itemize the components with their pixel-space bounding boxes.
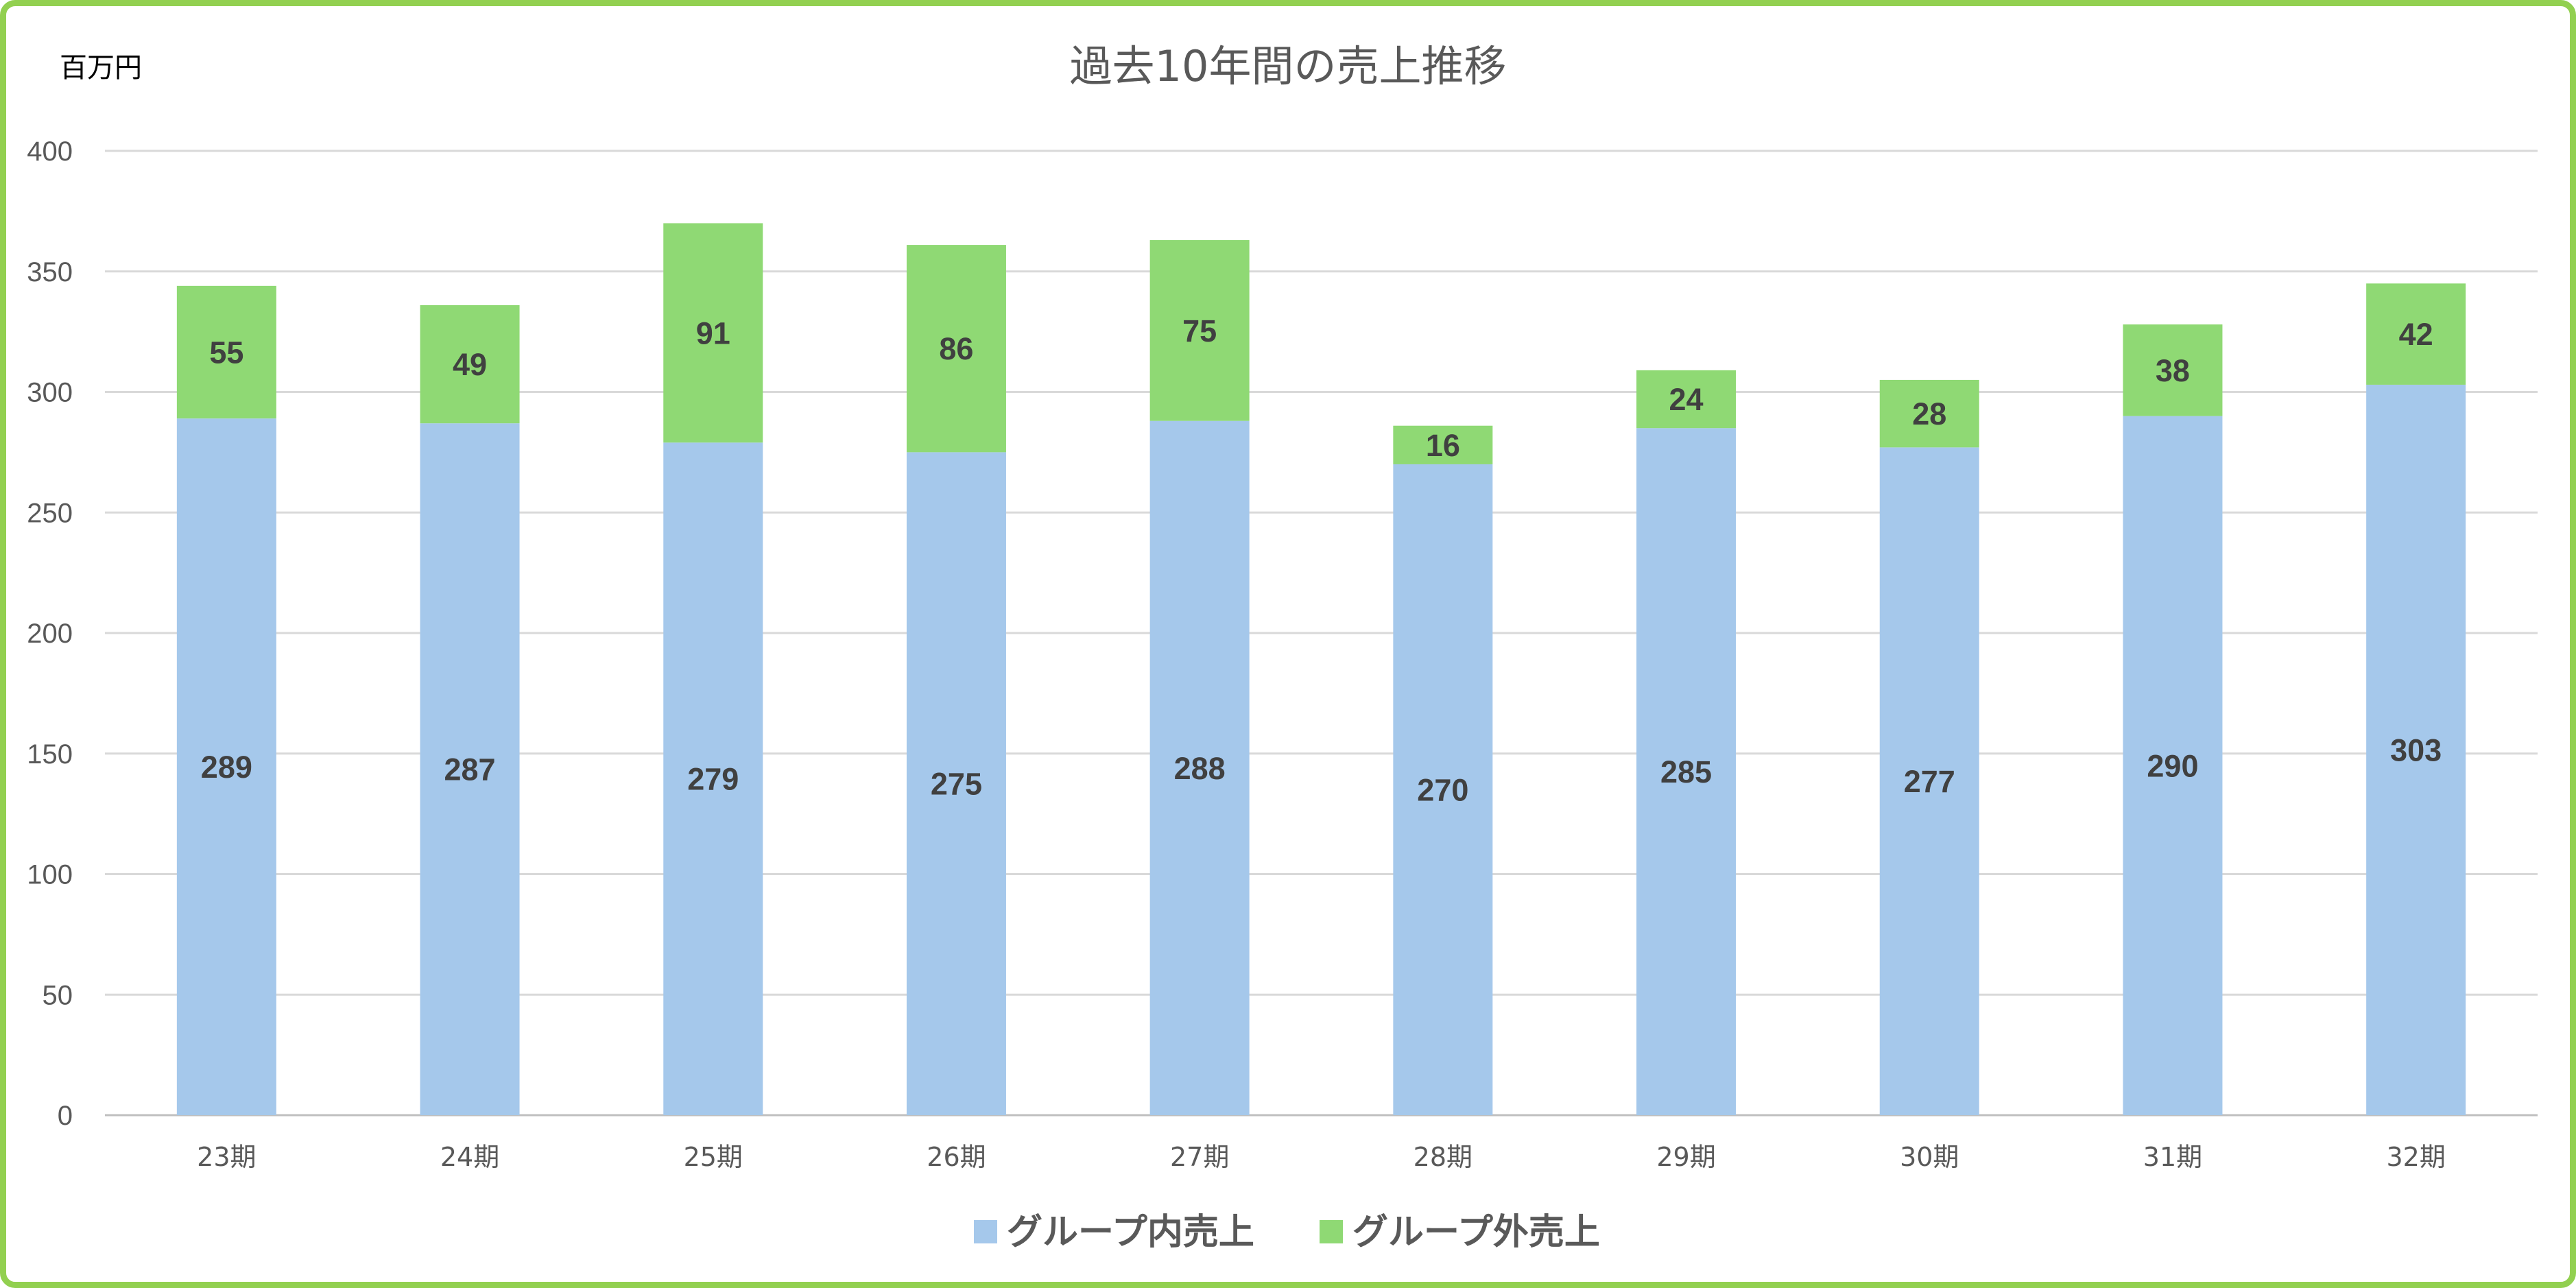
- data-label: 42: [2399, 317, 2433, 352]
- bars: 289 55 287 49 279 91 275 86 288 75 270 16 285 24 277 28…: [176, 223, 2466, 1115]
- x-tick-label: 32期: [2386, 1142, 2445, 1172]
- legend-label: グループ内売上: [1007, 1212, 1254, 1253]
- y-tick-label: 350: [27, 257, 73, 287]
- x-tick-label: 24期: [440, 1142, 499, 1172]
- bar-segment: [1149, 420, 1250, 1115]
- data-label: 16: [1426, 428, 1460, 463]
- bar-segment: [1393, 425, 1493, 464]
- x-tick-label: 27期: [1170, 1142, 1229, 1172]
- bar-segment: [1636, 428, 1737, 1115]
- data-label: 86: [939, 331, 973, 366]
- data-label: 55: [209, 335, 243, 370]
- x-tick-label: 30期: [1900, 1142, 1959, 1172]
- data-label: 303: [2390, 732, 2442, 767]
- data-label: 290: [2147, 748, 2198, 783]
- data-label: 49: [453, 347, 487, 382]
- data-label: 270: [1417, 772, 1468, 807]
- bar-segment: [1879, 447, 1979, 1115]
- data-label: 275: [931, 767, 982, 802]
- legend: グループ内売上 グループ外売上: [974, 1212, 1600, 1253]
- bar-segment: [420, 305, 520, 424]
- y-tick-label: 0: [58, 1101, 73, 1131]
- y-tick-label: 250: [27, 498, 73, 528]
- legend-swatch: [1320, 1220, 1343, 1243]
- x-tick-label: 28期: [1414, 1142, 1472, 1172]
- y-axis-ticks: 0 50 100 150 200 250 300 350 400: [27, 136, 73, 1131]
- bar-segment: [906, 245, 1006, 453]
- data-label: 277: [1904, 764, 1955, 799]
- y-tick-label: 100: [27, 860, 73, 890]
- bar-segment: [663, 442, 763, 1115]
- x-tick-label: 31期: [2143, 1142, 2202, 1172]
- y-tick-label: 200: [27, 619, 73, 649]
- data-label: 287: [444, 752, 496, 787]
- data-label: 75: [1182, 313, 1217, 348]
- data-label: 24: [1669, 382, 1704, 417]
- y-tick-label: 300: [27, 378, 73, 408]
- bar-segment: [1149, 240, 1250, 421]
- data-label: 38: [2156, 353, 2190, 388]
- x-tick-label: 26期: [927, 1142, 986, 1172]
- bar-segment: [2123, 416, 2223, 1115]
- data-label: 289: [201, 750, 252, 785]
- data-label: 285: [1660, 754, 1712, 789]
- legend-label: グループ外売上: [1352, 1212, 1600, 1253]
- bar-segment: [2366, 384, 2466, 1115]
- x-axis-ticks: 23期 24期 25期 26期 27期 28期 29期 30期 31期 32期: [197, 1142, 2446, 1172]
- data-label: 91: [696, 315, 730, 350]
- bar-segment: [906, 452, 1006, 1115]
- chart-title: 過去10年間の売上推移: [1070, 41, 1507, 91]
- bar-segment: [2366, 283, 2466, 385]
- bar-segment: [1393, 464, 1493, 1115]
- y-tick-label: 150: [27, 739, 73, 770]
- y-tick-label: 50: [43, 980, 73, 1010]
- bar-segment: [176, 285, 276, 419]
- x-tick-label: 29期: [1656, 1142, 1715, 1172]
- bar-segment: [663, 223, 763, 443]
- data-label: 279: [687, 762, 739, 797]
- data-label: 288: [1174, 751, 1226, 786]
- legend-swatch: [974, 1220, 997, 1243]
- y-axis-unit-label: 百万円: [60, 52, 142, 84]
- bar-segment: [420, 423, 520, 1115]
- bar-segment: [176, 418, 276, 1115]
- data-label: 28: [1912, 396, 1946, 431]
- x-tick-label: 23期: [197, 1142, 256, 1172]
- y-tick-label: 400: [27, 136, 73, 167]
- x-tick-label: 25期: [684, 1142, 743, 1172]
- bar-segment: [2123, 324, 2223, 416]
- bar-segment: [1636, 370, 1737, 429]
- bar-segment: [1879, 379, 1979, 448]
